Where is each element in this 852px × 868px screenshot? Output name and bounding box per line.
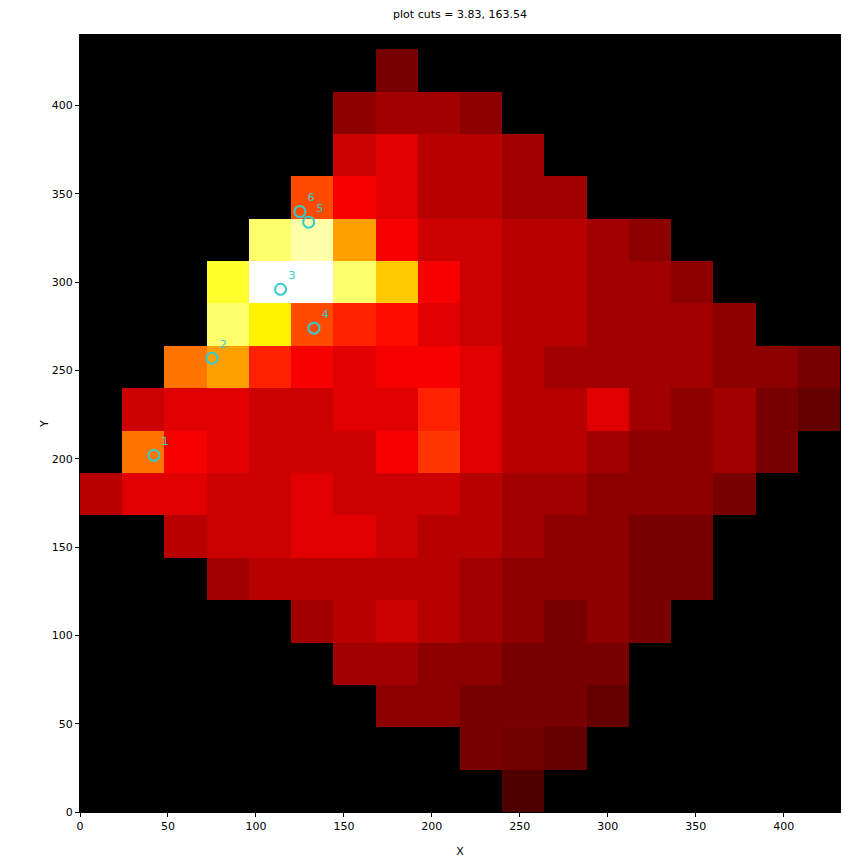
svg-text:350: 350 [685,820,706,833]
svg-text:200: 200 [421,820,442,833]
svg-text:400: 400 [52,99,73,112]
svg-text:4: 4 [322,308,329,321]
svg-text:250: 250 [509,820,530,833]
svg-text:6: 6 [308,191,315,204]
svg-text:Y: Y [38,420,51,428]
svg-text:5: 5 [317,202,324,215]
svg-text:50: 50 [161,820,175,833]
svg-text:2: 2 [220,338,227,351]
svg-text:1: 1 [162,435,169,448]
svg-text:100: 100 [52,629,73,642]
svg-text:X: X [456,845,464,858]
svg-text:3: 3 [288,269,295,282]
svg-text:200: 200 [52,453,73,466]
svg-text:150: 150 [333,820,354,833]
svg-text:100: 100 [245,820,266,833]
svg-text:300: 300 [52,276,73,289]
svg-text:0: 0 [66,806,73,819]
svg-text:50: 50 [59,718,73,731]
svg-text:250: 250 [52,364,73,377]
svg-text:400: 400 [773,820,794,833]
svg-text:350: 350 [52,188,73,201]
svg-text:300: 300 [597,820,618,833]
svg-text:150: 150 [52,541,73,554]
svg-text:0: 0 [77,820,84,833]
svg-text:plot cuts = 3.83, 163.54: plot cuts = 3.83, 163.54 [393,8,527,21]
